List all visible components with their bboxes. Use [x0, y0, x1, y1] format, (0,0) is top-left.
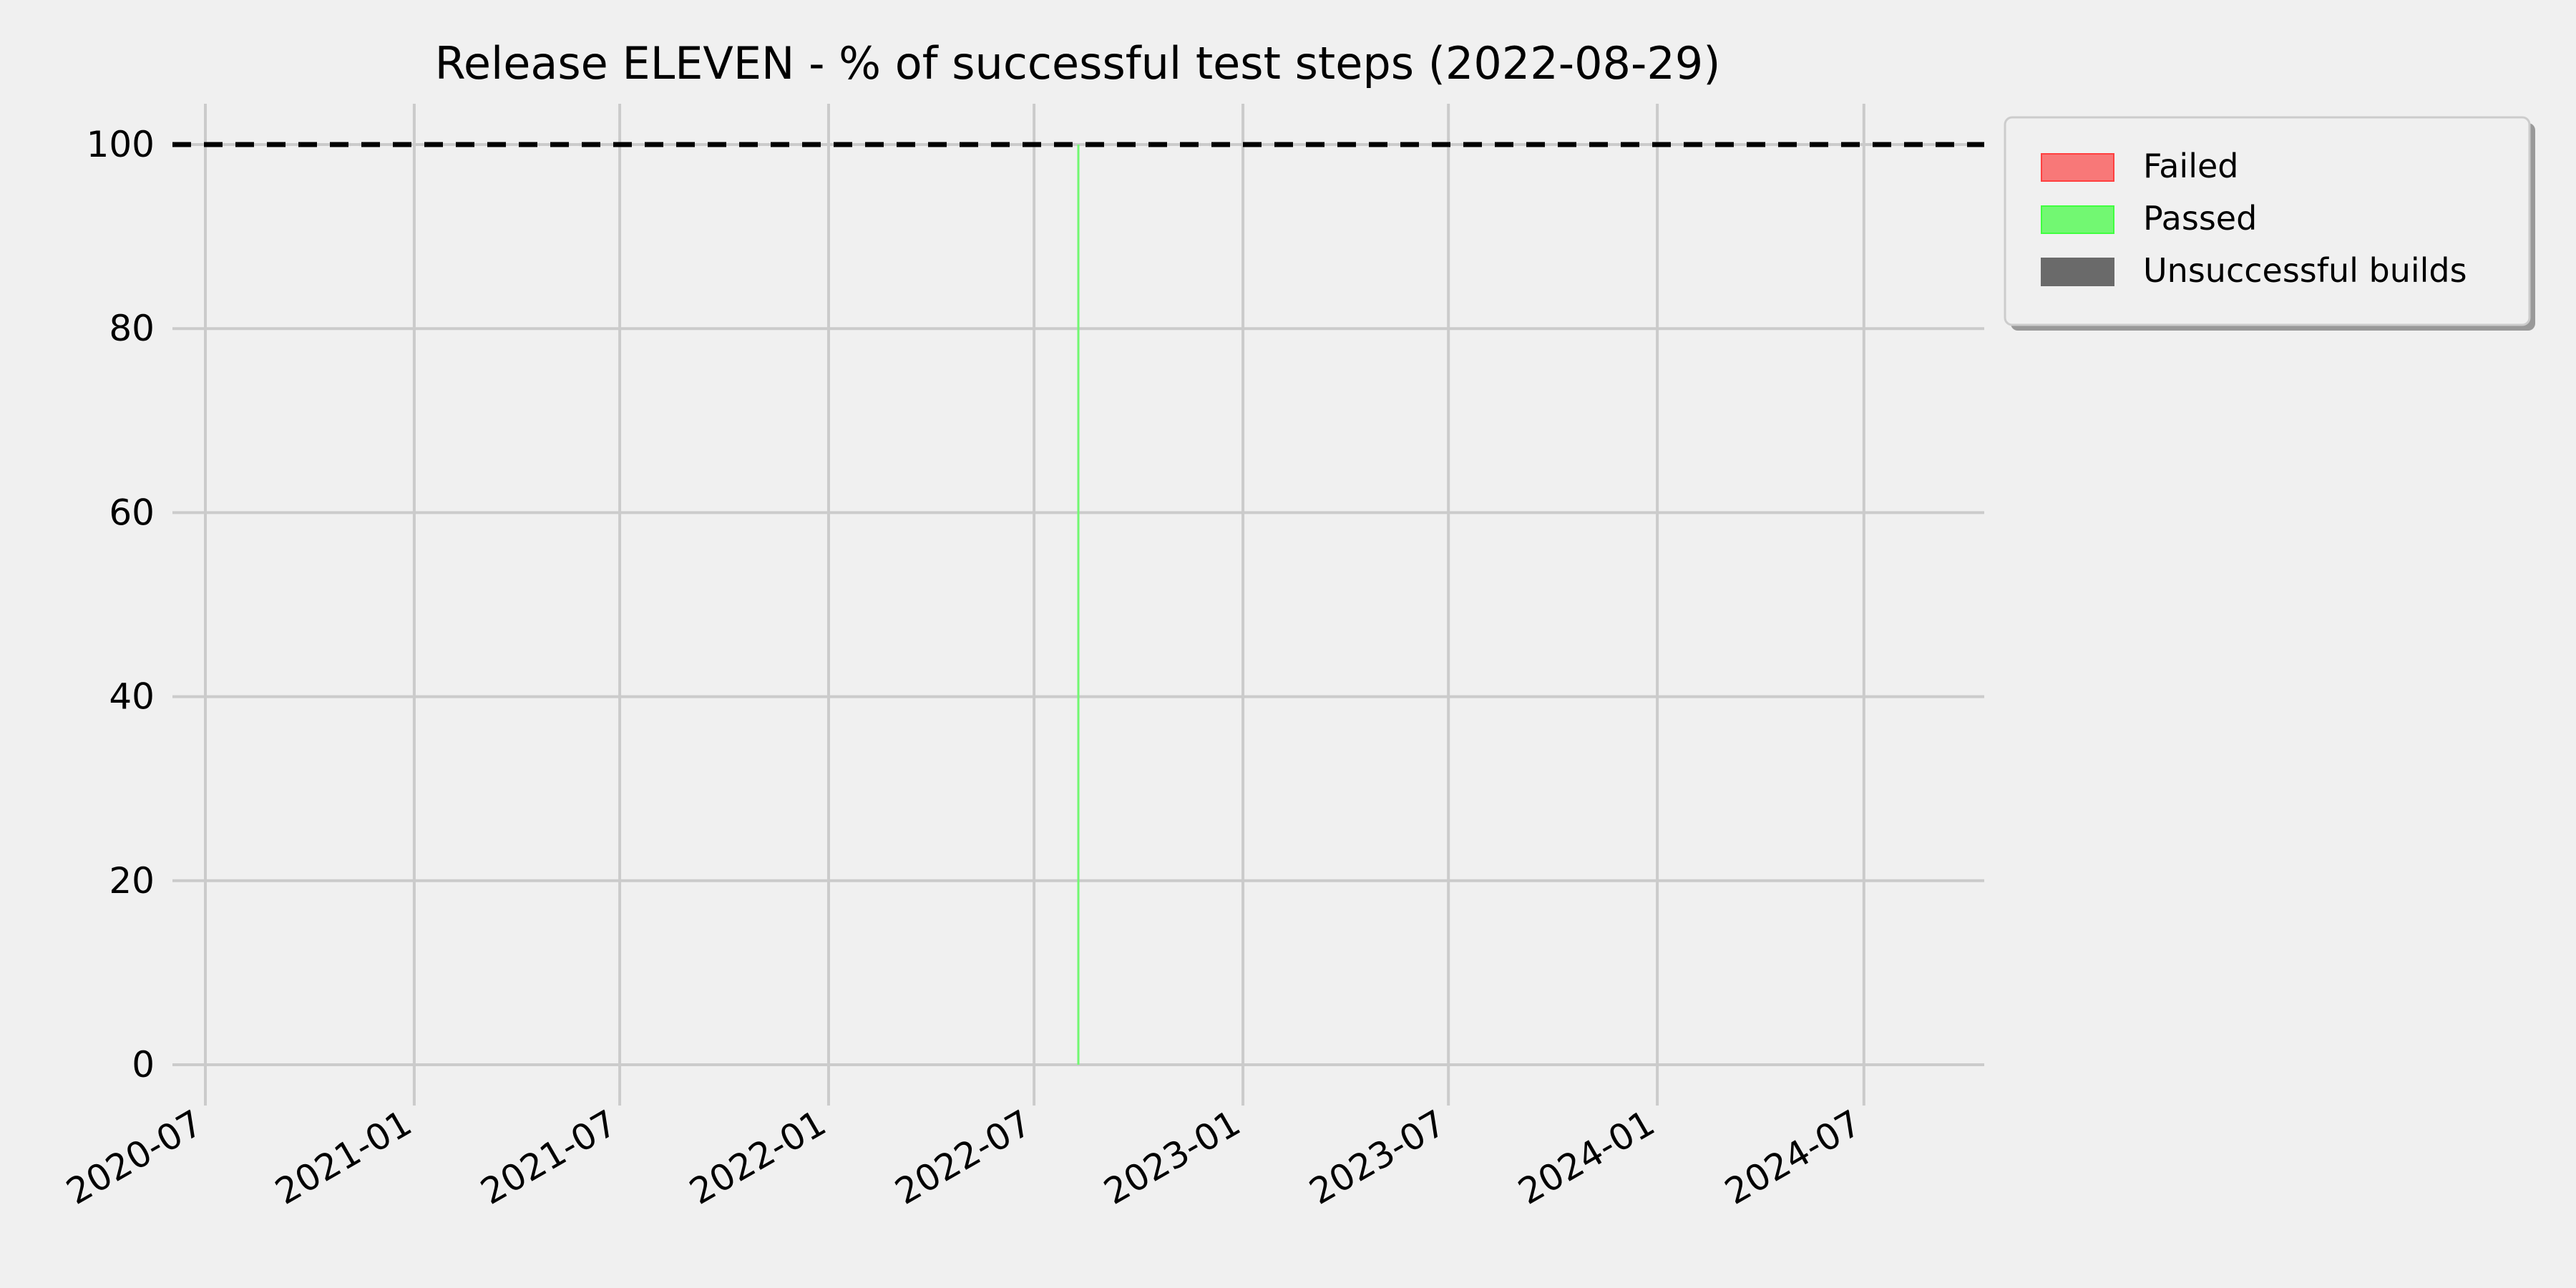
y-tick-label: 40 [109, 676, 155, 718]
legend-swatch-unsuccessful-builds [2041, 258, 2114, 286]
y-tick-label: 0 [132, 1044, 155, 1085]
legend: Failed Passed Unsuccessful builds [2004, 116, 2535, 331]
y-tick-label: 60 [109, 492, 155, 533]
y-axis: 0 20 40 60 80 100 [87, 124, 155, 1085]
legend-label: Unsuccessful builds [2143, 251, 2467, 290]
y-tick-label: 20 [109, 860, 155, 902]
legend-label: Passed [2143, 199, 2257, 238]
legend-box [2004, 116, 2531, 326]
chart-title: Release ELEVEN - % of successful test st… [435, 37, 1721, 89]
legend-swatch-passed [2041, 205, 2114, 234]
legend-swatch-failed [2041, 153, 2114, 182]
y-tick-label: 80 [109, 308, 155, 349]
legend-label: Failed [2143, 147, 2239, 185]
y-tick-label: 100 [87, 124, 155, 165]
